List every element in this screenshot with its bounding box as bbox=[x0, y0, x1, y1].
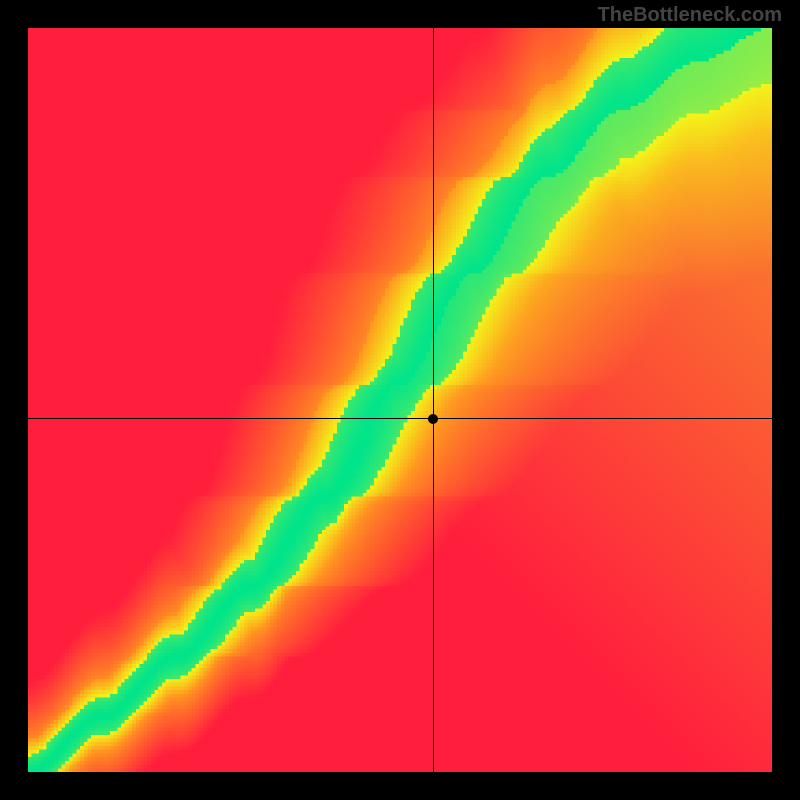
heatmap-plot bbox=[28, 28, 772, 772]
crosshair-horizontal bbox=[28, 418, 772, 419]
crosshair-marker bbox=[428, 414, 438, 424]
heatmap-canvas bbox=[28, 28, 772, 772]
crosshair-vertical bbox=[433, 28, 434, 772]
watermark-text: TheBottleneck.com bbox=[598, 4, 782, 27]
